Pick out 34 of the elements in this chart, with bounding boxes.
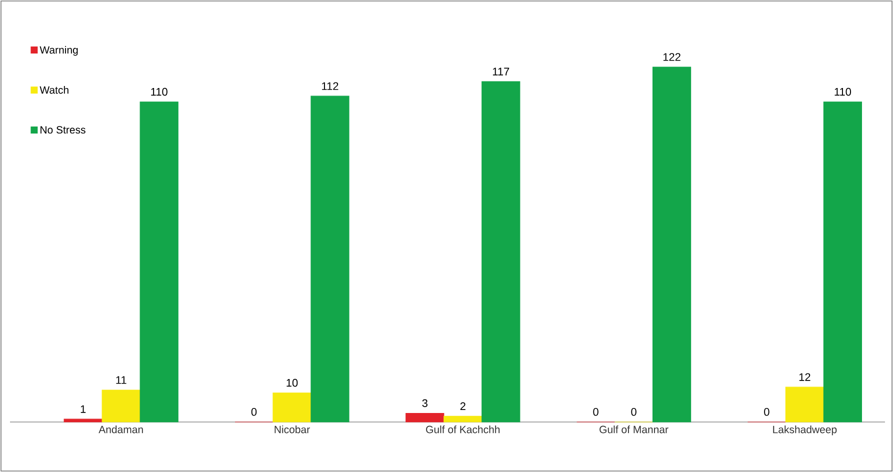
x-tick-label: Gulf of Mannar (600, 426, 668, 434)
data-label: 0 (251, 408, 257, 416)
x-tick-label: Gulf of Kachchh (426, 426, 500, 434)
legend-label: Warning (40, 46, 78, 56)
bar (444, 416, 482, 422)
data-label: 110 (151, 88, 168, 96)
data-label: 12 (799, 373, 810, 381)
bar (823, 102, 862, 422)
bar (310, 96, 350, 422)
data-label: 3 (422, 399, 428, 408)
bar (102, 390, 140, 422)
data-label: 112 (322, 82, 338, 90)
data-label: 0 (764, 408, 770, 416)
data-label: 10 (286, 378, 298, 387)
data-label: 122 (663, 53, 680, 61)
bar (64, 418, 102, 422)
bar (272, 392, 312, 422)
bar (652, 66, 692, 422)
data-label: 11 (116, 376, 126, 384)
data-label: 2 (460, 402, 466, 410)
bar (482, 81, 520, 422)
data-label: 0 (593, 408, 598, 416)
x-tick-label: Lakshadweep (773, 426, 837, 436)
x-tick-label: Andaman (98, 426, 143, 434)
data-label: 110 (834, 88, 852, 96)
legend-label: No Stress (40, 126, 86, 134)
bar (406, 412, 444, 422)
bar (140, 102, 178, 422)
data-label: 1 (80, 405, 86, 413)
x-tick-label: Nicobar (274, 426, 310, 434)
data-label: 0 (631, 408, 636, 416)
data-label: 117 (492, 68, 510, 76)
bar (785, 386, 824, 422)
legend-label: Watch (40, 86, 68, 94)
